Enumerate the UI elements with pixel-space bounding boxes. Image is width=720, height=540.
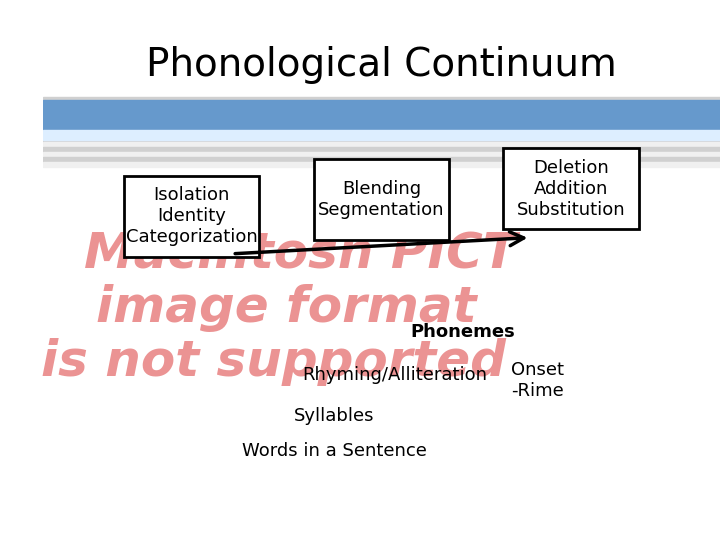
Bar (42, 100, 720, 130)
Bar (42, 137, 720, 143)
Bar (42, 117, 720, 122)
Bar (42, 152, 720, 157)
Bar (42, 130, 720, 140)
Bar (42, 127, 720, 132)
Bar (42, 97, 720, 102)
Text: image format: image format (96, 284, 477, 332)
Bar (42, 112, 720, 117)
Text: Phonological Continuum: Phonological Continuum (146, 46, 617, 84)
FancyBboxPatch shape (314, 159, 449, 240)
Bar (42, 107, 720, 112)
FancyBboxPatch shape (124, 176, 259, 256)
Bar (42, 157, 720, 163)
Bar (42, 143, 720, 147)
Text: Blending
Segmentation: Blending Segmentation (318, 180, 445, 219)
Text: Syllables: Syllables (294, 407, 374, 425)
Text: Phonemes: Phonemes (410, 323, 515, 341)
Bar (42, 147, 720, 152)
Text: Macintosh PICT: Macintosh PICT (84, 230, 516, 278)
Bar (42, 132, 720, 137)
Bar (42, 102, 720, 107)
Text: Onset
-Rime: Onset -Rime (510, 361, 564, 400)
Bar (42, 163, 720, 167)
Text: Deletion
Addition
Substitution: Deletion Addition Substitution (517, 159, 625, 219)
FancyBboxPatch shape (503, 148, 639, 230)
Text: Isolation
Identity
Categorization: Isolation Identity Categorization (126, 186, 258, 246)
Bar (42, 122, 720, 127)
Text: Words in a Sentence: Words in a Sentence (241, 442, 426, 460)
Text: Rhyming/Alliteration: Rhyming/Alliteration (302, 366, 487, 384)
Text: is not supported: is not supported (40, 338, 505, 386)
